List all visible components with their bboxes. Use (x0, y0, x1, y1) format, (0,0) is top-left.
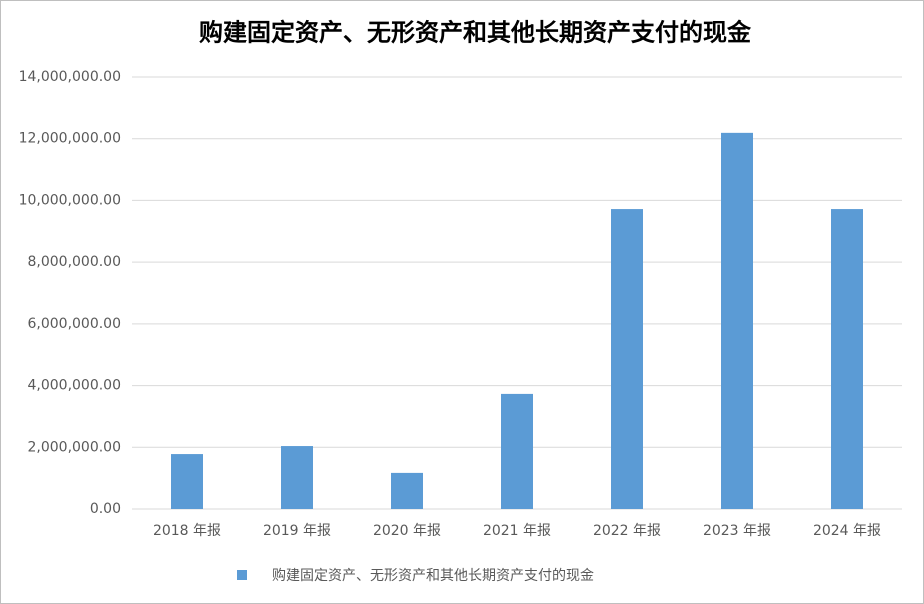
x-tick-label: 2018 年报 (153, 523, 221, 539)
bar (721, 132, 753, 509)
x-tick-label: 2023 年报 (703, 523, 771, 539)
x-tick-label: 2024 年报 (813, 523, 881, 539)
legend-swatch (237, 570, 247, 580)
chart-title: 购建固定资产、无形资产和其他长期资产支付的现金 (199, 18, 752, 47)
y-tick-label: 0.00 (90, 501, 121, 517)
x-tick-label: 2021 年报 (483, 523, 551, 539)
bar (281, 446, 313, 509)
y-tick-label: 4,000,000.00 (27, 378, 121, 394)
bar (501, 393, 533, 509)
y-tick-label: 12,000,000.00 (19, 131, 121, 147)
legend-label: 购建固定资产、无形资产和其他长期资产支付的现金 (272, 568, 594, 584)
x-tick-label: 2019 年报 (263, 523, 331, 539)
bar (391, 472, 423, 509)
x-tick-label: 2022 年报 (593, 523, 661, 539)
bar (611, 209, 643, 509)
bar (171, 454, 203, 509)
y-tick-label: 8,000,000.00 (27, 254, 121, 270)
y-tick-label: 2,000,000.00 (27, 439, 121, 455)
bar (831, 209, 863, 509)
x-tick-label: 2020 年报 (373, 523, 441, 539)
y-tick-label: 10,000,000.00 (19, 192, 121, 208)
y-tick-label: 6,000,000.00 (27, 316, 121, 332)
y-tick-label: 14,000,000.00 (19, 69, 121, 85)
